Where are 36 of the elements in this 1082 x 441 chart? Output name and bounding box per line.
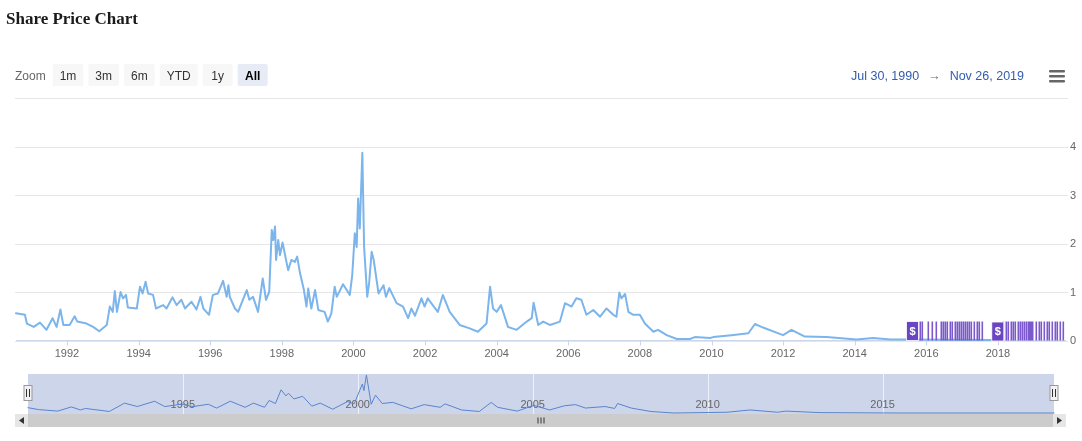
x-tick-label: 1998 (269, 347, 295, 359)
x-tick-label: 2000 (341, 347, 366, 359)
x-tick-label: 2014 (842, 347, 867, 359)
x-tick-label: 1994 (126, 347, 151, 359)
y-tick-label: 3 (1070, 188, 1077, 201)
text: Nov 26, 2019 (949, 69, 1025, 84)
x-tick-label: 2016 (914, 347, 939, 359)
annotation: $ (909, 324, 916, 337)
button: YTD (159, 64, 198, 86)
x-tick-label: 1996 (197, 347, 223, 359)
button: All (237, 64, 268, 86)
x-tick-label: 1992 (54, 347, 80, 359)
button: 1y (202, 64, 233, 86)
button: 6m (124, 64, 155, 86)
x-tick-label: 2002 (412, 347, 438, 359)
x-tick-label: 2010 (699, 347, 724, 359)
text: Jul 30, 1990 (851, 69, 920, 84)
y-tick-label: 1 (1070, 285, 1077, 298)
x-tick-label: 2008 (627, 347, 653, 359)
chart-title: Share Price Chart (6, 9, 139, 28)
annotation: $ (994, 325, 1001, 338)
x-tick-label: 2006 (556, 347, 581, 359)
button: 3m (88, 64, 120, 86)
text: Zoom (15, 69, 46, 84)
text: → (928, 69, 941, 84)
x-tick-label: 2005 (520, 398, 545, 410)
x-tick-label: 2018 (985, 347, 1011, 359)
x-tick-label: 2012 (770, 347, 796, 359)
x-tick-label: 2015 (870, 398, 895, 410)
y-tick-label: 4 (1070, 140, 1077, 153)
y-tick-label: 2 (1070, 237, 1077, 250)
x-tick-label: 2004 (484, 347, 509, 359)
x-tick-label: 2010 (695, 398, 720, 410)
button: 1m (52, 64, 84, 86)
y-tick-label: 0 (1070, 334, 1077, 347)
x-tick-label: 2000 (345, 398, 370, 410)
